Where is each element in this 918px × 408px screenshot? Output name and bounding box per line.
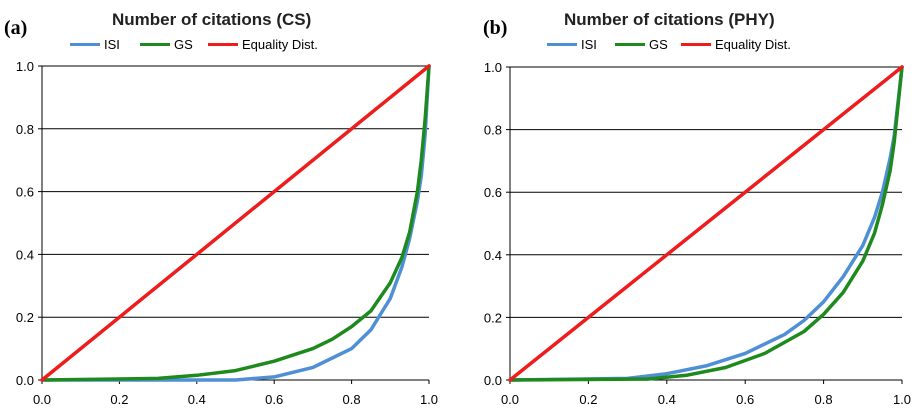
y-tick-label: 1.0 xyxy=(484,60,502,75)
y-tick-label: 0.8 xyxy=(16,122,34,137)
legend-item-gs: GS xyxy=(615,37,668,52)
y-tick-label: 0.4 xyxy=(16,247,34,262)
x-tick-label: 0.4 xyxy=(188,392,206,407)
series-line-isi xyxy=(40,64,431,382)
series-line-equality-dist xyxy=(508,65,904,382)
x-tick-label: 1.0 xyxy=(893,392,911,407)
legend-item-isi: ISI xyxy=(547,37,597,52)
legend-label-equality: Equality Dist. xyxy=(242,37,318,52)
series-line-equality-dist xyxy=(40,64,431,382)
x-tick-label: 0.0 xyxy=(33,392,51,407)
x-tick-label: 0.8 xyxy=(343,392,361,407)
plot-area: 0.0 0.2 0.4 0.6 0.8 1.0 0.0 0.2 0.4 0.6 0.8 1.0 xyxy=(16,59,438,407)
x-tick-label: 0.6 xyxy=(265,392,283,407)
chart-title: Number of citations (CS) xyxy=(112,10,312,29)
x-tick-label: 0.2 xyxy=(579,392,597,407)
y-tick-label: 0.2 xyxy=(484,310,502,325)
legend-item-equality: Equality Dist. xyxy=(208,37,318,52)
legend-item-isi: ISI xyxy=(70,37,120,52)
chart-title: Number of citations (PHY) xyxy=(564,10,775,29)
legend-swatch-gs xyxy=(140,43,170,46)
series-line-gs xyxy=(508,65,904,382)
x-tick-label: 0.4 xyxy=(658,392,676,407)
series-line-isi xyxy=(508,65,904,382)
y-tick-label: 0.4 xyxy=(484,248,502,263)
legend-label-isi: ISI xyxy=(104,37,120,52)
panel-label: (b) xyxy=(483,17,508,39)
legend-swatch-isi xyxy=(547,43,577,46)
legend-item-equality: Equality Dist. xyxy=(681,37,791,52)
chart-panel-b: (b) Number of citations (PHY) ISI GS Equ… xyxy=(459,0,918,408)
legend-label-equality: Equality Dist. xyxy=(715,37,791,52)
legend-label-gs: GS xyxy=(174,37,193,52)
y-tick-label: 0.0 xyxy=(484,373,502,388)
x-tick-label: 0.0 xyxy=(501,392,519,407)
x-tick-label: 0.2 xyxy=(110,392,128,407)
y-tick-label: 0.0 xyxy=(16,373,34,388)
y-tick-label: 0.2 xyxy=(16,310,34,325)
legend-swatch-isi xyxy=(70,43,100,46)
x-tick-label: 1.0 xyxy=(420,392,438,407)
y-tick-label: 0.8 xyxy=(484,123,502,138)
y-tick-label: 1.0 xyxy=(16,59,34,74)
series-line-gs xyxy=(40,64,431,382)
legend-item-gs: GS xyxy=(140,37,193,52)
y-tick-label: 0.6 xyxy=(484,185,502,200)
legend-swatch-equality xyxy=(681,43,711,46)
plot-area: 0.0 0.2 0.4 0.6 0.8 1.0 0.0 0.2 0.4 0.6 0.8 1.0 xyxy=(484,60,911,407)
legend-swatch-equality xyxy=(208,43,238,46)
y-tick-label: 0.6 xyxy=(16,185,34,200)
legend-swatch-gs xyxy=(615,43,645,46)
x-tick-label: 0.6 xyxy=(736,392,754,407)
chart-panel-a: (a) Number of citations (CS) ISI GS Equa… xyxy=(4,10,438,407)
legend-label-gs: GS xyxy=(649,37,668,52)
x-tick-label: 0.8 xyxy=(815,392,833,407)
panel-label: (a) xyxy=(4,17,28,39)
legend-label-isi: ISI xyxy=(581,37,597,52)
